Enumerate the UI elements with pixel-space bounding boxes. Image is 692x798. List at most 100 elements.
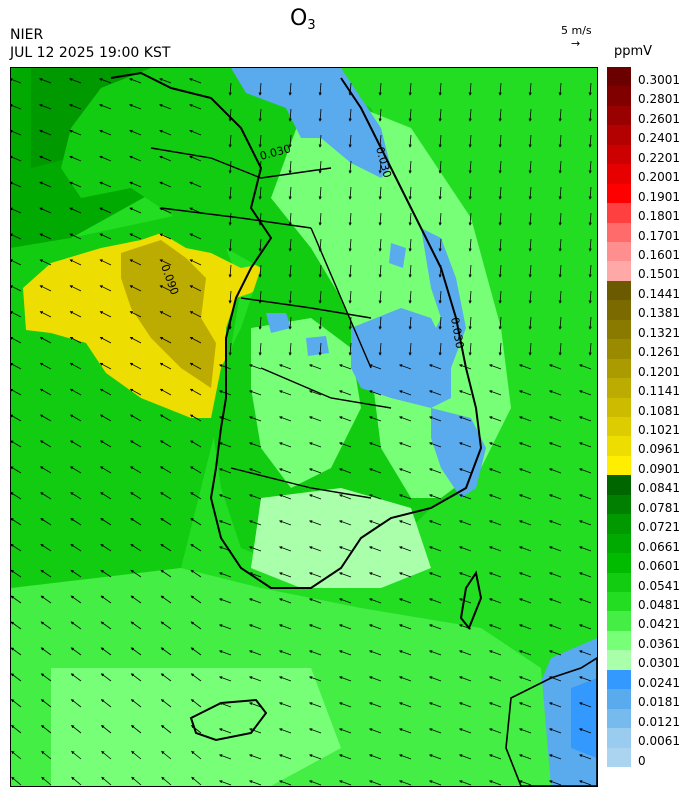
colorbar-segment [607, 125, 631, 146]
wind-arrow-icon [99, 181, 112, 188]
wind-arrow-icon [318, 134, 322, 148]
wind-arrow-icon [159, 285, 172, 292]
wind-arrow-icon [588, 82, 592, 96]
wind-arrow-icon [159, 337, 172, 344]
wind-arrow-icon [278, 676, 292, 682]
colorbar-segment [607, 105, 631, 126]
wind-arrow-icon [498, 238, 502, 252]
wind-arrow-icon [248, 468, 262, 474]
wind-arrow-icon [428, 364, 442, 370]
wind-arrow-icon [130, 440, 142, 448]
colorbar-segment [607, 203, 631, 224]
wind-arrow-icon [518, 442, 532, 448]
wind-arrow-icon [408, 290, 412, 304]
field-blue-small-1 [266, 313, 291, 333]
field-blue-southeast [431, 408, 486, 498]
wind-arrow-icon [308, 728, 322, 734]
wind-arrow-icon [69, 129, 82, 136]
wind-arrow-icon [160, 492, 172, 500]
wind-arrow-icon [398, 520, 412, 526]
colorbar-segment [607, 397, 631, 418]
wind-arrow-icon [458, 624, 472, 630]
wind-arrow-icon [129, 362, 142, 370]
wind-arrow-icon [338, 650, 352, 656]
wind-arrow-icon [258, 186, 262, 200]
wind-arrow-icon [99, 388, 112, 396]
wind-arrow-icon [41, 776, 52, 786]
wind-arrow-icon [428, 728, 442, 734]
wind-arrow-icon [338, 416, 352, 422]
wind-arrow-icon [11, 388, 22, 396]
wind-arrow-icon [130, 595, 142, 604]
wind-arrow-icon [518, 754, 532, 760]
wind-arrow-icon [398, 468, 412, 474]
wind-arrow-icon [129, 337, 142, 344]
wind-arrow-icon [528, 212, 532, 226]
wind-scale-arrow-icon: → [571, 37, 581, 50]
wind-arrow-icon [189, 78, 202, 84]
wind-arrow-icon [228, 186, 232, 200]
wind-arrow-icon [428, 442, 442, 448]
colorbar-tick-label: 0.0781 [638, 500, 680, 515]
contour-label: 0.030 [448, 316, 466, 349]
wind-arrow-icon [398, 390, 412, 396]
wind-arrow-icon [318, 82, 322, 96]
wind-arrow-icon [338, 442, 352, 448]
wind-arrow-icon [11, 595, 22, 604]
wind-arrow-icon [488, 624, 502, 630]
wind-arrow-icon [11, 259, 22, 266]
wind-arrow-icon [458, 572, 472, 578]
wind-arrow-icon [189, 337, 202, 344]
wind-arrow-icon [100, 699, 112, 708]
wind-arrow-icon [159, 233, 172, 240]
field-green-jeju-sea [51, 668, 341, 786]
wind-arrow-icon [11, 776, 22, 786]
wind-arrow-icon [248, 390, 262, 396]
wind-arrow-icon [99, 285, 112, 292]
colorbar-tick-label: 0.0481 [638, 598, 680, 612]
wind-arrow-icon [189, 414, 202, 422]
colorbar-tick-label: 0.0421 [638, 617, 680, 632]
wind-arrow-icon [558, 212, 562, 226]
wind-arrow-icon [40, 518, 52, 526]
wind-arrow-icon [588, 238, 592, 252]
wind-arrow-icon [278, 572, 292, 578]
wind-arrow-icon [99, 155, 112, 162]
colorbar-segment [607, 475, 631, 496]
wind-arrow-icon [11, 207, 22, 214]
wind-arrow-icon [318, 290, 322, 304]
wind-arrow-icon [218, 494, 232, 500]
wind-arrow-icon [308, 494, 322, 500]
wind-arrow-icon [368, 468, 382, 474]
wind-arrow-icon [488, 754, 502, 760]
wind-arrow-icon [428, 780, 442, 786]
wind-arrow-icon [408, 238, 412, 252]
province-boundaries [150, 147, 392, 499]
wind-arrow-icon [338, 780, 352, 786]
wind-arrow-icon [428, 676, 442, 682]
colorbar-segment [607, 144, 631, 165]
wind-arrow-icon [398, 702, 412, 708]
wind-arrow-icon [99, 259, 112, 266]
wind-arrow-icon [190, 699, 202, 708]
wind-arrow-icon [338, 390, 352, 396]
wind-arrow-icon [438, 290, 442, 304]
wind-arrow-icon [528, 290, 532, 304]
wind-arrow-icon [518, 364, 532, 370]
wind-arrow-icon [11, 518, 22, 526]
wind-arrow-icon [468, 290, 472, 304]
wind-arrow-icon [308, 442, 322, 448]
wind-arrow-icon [578, 442, 592, 448]
wind-arrow-icon [39, 181, 52, 188]
wind-arrow-icon [488, 572, 502, 578]
wind-arrow-icon [308, 572, 322, 578]
wind-arrow-icon [189, 311, 202, 318]
wind-arrow-icon [488, 494, 502, 500]
wind-arrow-icon [518, 780, 532, 786]
wind-arrow-icon [70, 595, 82, 604]
wind-arrow-icon [189, 362, 202, 370]
wind-arrow-icon [378, 108, 382, 122]
wind-arrow-icon [278, 598, 292, 604]
wind-arrow-icon [40, 492, 52, 500]
wind-arrow-icon [40, 569, 52, 578]
